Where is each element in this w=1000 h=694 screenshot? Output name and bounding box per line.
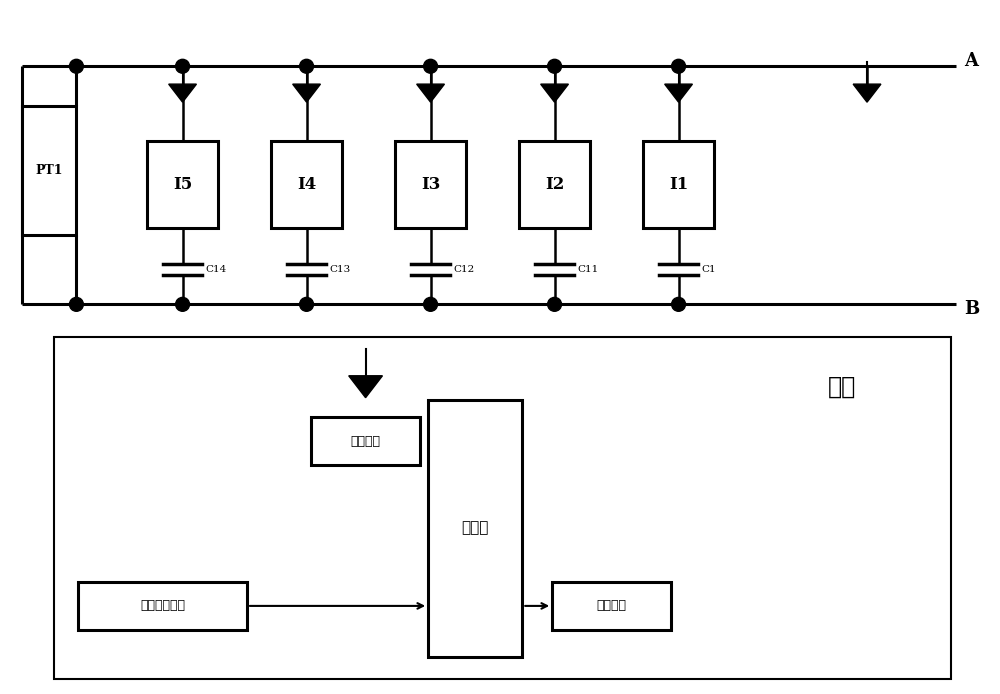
Circle shape (69, 59, 83, 73)
Circle shape (424, 59, 438, 73)
Circle shape (672, 59, 686, 73)
Bar (519, 141, 590, 228)
Text: I1: I1 (669, 176, 688, 193)
Polygon shape (853, 84, 881, 102)
Circle shape (424, 298, 438, 312)
Polygon shape (541, 84, 568, 102)
Bar (552, 582, 671, 629)
Text: 接口模块: 接口模块 (597, 600, 627, 612)
Text: 计算机: 计算机 (462, 521, 489, 536)
Text: C12: C12 (453, 265, 475, 274)
Text: 参考相位模块: 参考相位模块 (140, 600, 185, 612)
Polygon shape (169, 84, 196, 102)
Text: 无线模块: 无线模块 (351, 434, 381, 448)
Text: I4: I4 (297, 176, 316, 193)
Circle shape (69, 298, 83, 312)
Text: I5: I5 (173, 176, 192, 193)
Text: C1: C1 (701, 265, 716, 274)
Polygon shape (349, 375, 382, 398)
Circle shape (176, 298, 190, 312)
Text: I3: I3 (421, 176, 440, 193)
Text: B: B (964, 301, 980, 319)
Polygon shape (293, 84, 320, 102)
Bar (643, 141, 714, 228)
Circle shape (672, 298, 686, 312)
Bar (271, 141, 342, 228)
Bar (428, 400, 522, 657)
Circle shape (176, 59, 190, 73)
Bar (78, 582, 247, 629)
Bar (395, 141, 466, 228)
Circle shape (300, 298, 314, 312)
Text: 基站: 基站 (828, 375, 856, 398)
Text: C11: C11 (577, 265, 599, 274)
Circle shape (548, 298, 562, 312)
Bar (22, 106, 76, 235)
Text: A: A (964, 52, 978, 70)
Bar (311, 417, 420, 465)
Polygon shape (665, 84, 692, 102)
Bar (147, 141, 218, 228)
Circle shape (300, 59, 314, 73)
Text: C14: C14 (205, 265, 227, 274)
Text: I2: I2 (545, 176, 564, 193)
Text: C13: C13 (329, 265, 351, 274)
Bar (54, 337, 951, 679)
Circle shape (548, 59, 562, 73)
Text: PT1: PT1 (35, 164, 63, 177)
Polygon shape (417, 84, 444, 102)
